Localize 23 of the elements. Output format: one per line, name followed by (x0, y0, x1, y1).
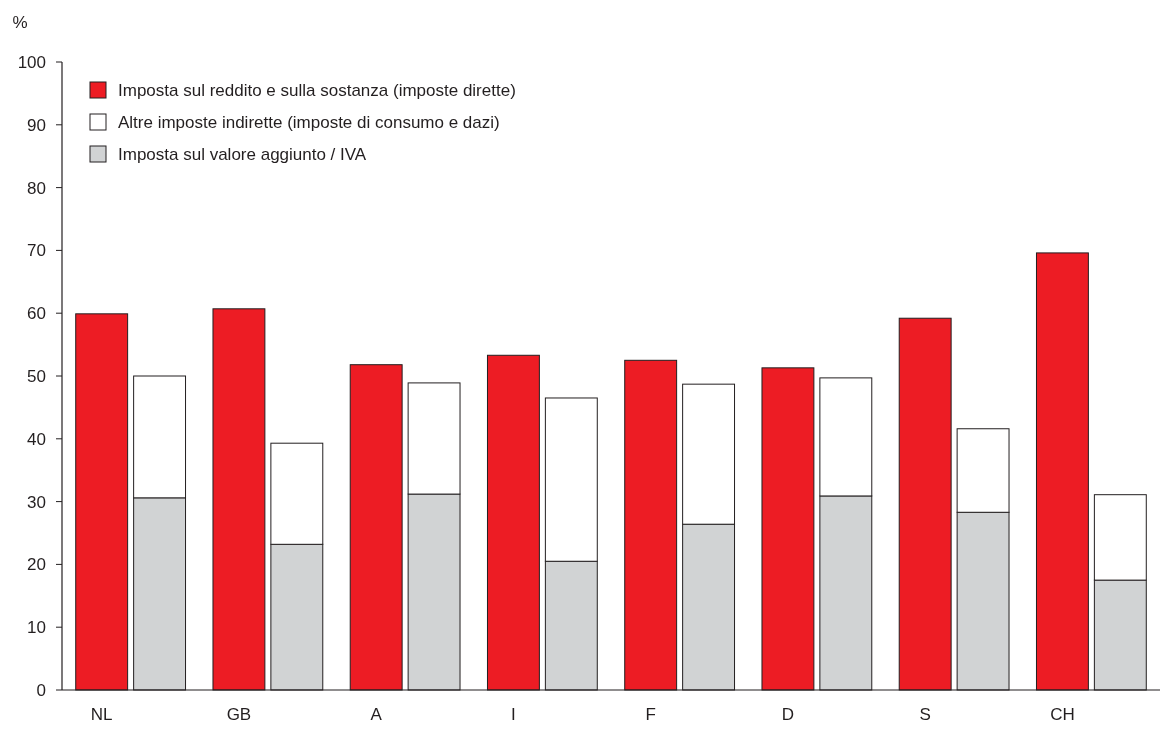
x-tick-label: NL (90, 705, 113, 724)
legend-label: Imposta sul reddito e sulla sostanza (imposte dirette) (118, 80, 516, 100)
x-tick-label: D (781, 705, 795, 724)
y-tick-label: 30 (27, 492, 46, 512)
legend-label: Imposta sul valore aggiunto / IVA (118, 144, 367, 164)
x-tick-label: CH (1050, 705, 1075, 724)
legend-label: Altre imposte indirette (imposte di consumo e dazi) (118, 112, 500, 132)
y-tick-label: 50 (27, 366, 46, 386)
x-tick-label: I (511, 705, 516, 724)
x-tick-label: GB (226, 705, 252, 724)
y-tick-label: 10 (27, 618, 46, 638)
x-tick-label: F (645, 705, 656, 724)
y-axis-title: % (12, 13, 28, 32)
y-tick-label: 60 (27, 304, 46, 324)
y-tick-label: 20 (27, 555, 46, 575)
y-tick-label: 80 (27, 178, 46, 198)
x-tick-label: A (370, 705, 383, 724)
y-tick-label: 100 (17, 52, 46, 72)
y-tick-label: 40 (27, 429, 46, 449)
y-tick-label: 70 (27, 241, 46, 261)
y-tick-label: 90 (27, 115, 46, 135)
x-tick-label: S (919, 705, 931, 724)
y-tick-label: 0 (36, 680, 46, 700)
